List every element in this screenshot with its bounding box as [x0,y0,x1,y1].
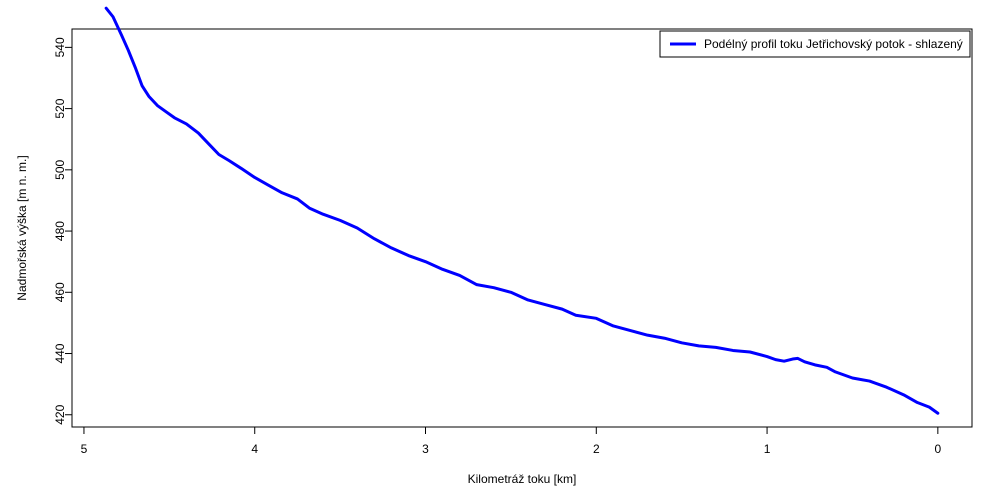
series-layer [104,6,940,415]
y-tick-label-4: 500 [53,159,67,179]
y-tick-label-3: 480 [53,221,67,241]
legend-label-0: Podélný profil toku Jetřichovský potok -… [704,37,963,51]
x-tick-label-5: 0 [935,442,942,456]
x-tick-label-0: 5 [81,442,88,456]
y-axis-title: Nadmořská výška [m n. m.] [15,155,29,300]
legend-box [659,30,971,58]
y-axis: 420 440 460 480 500 520 540 [53,37,73,425]
y-tick-label-0: 420 [53,404,67,424]
y-tick-label-5: 520 [53,98,67,118]
y-tick-label-6: 540 [53,37,67,57]
legend: Podélný profil toku Jetřichovský potok -… [659,30,971,58]
x-tick-label-4: 1 [764,442,771,456]
y-tick-label-1: 440 [53,343,67,363]
series-line-0 [104,6,940,415]
x-tick-label-1: 4 [251,442,258,456]
x-tick-label-2: 3 [422,442,429,456]
x-axis: 5 4 3 2 1 0 [81,426,942,456]
plot-frame [71,28,973,428]
y-tick-label-2: 460 [53,282,67,302]
x-tick-label-3: 2 [593,442,600,456]
x-axis-title: Kilometráž toku [km] [468,472,577,486]
